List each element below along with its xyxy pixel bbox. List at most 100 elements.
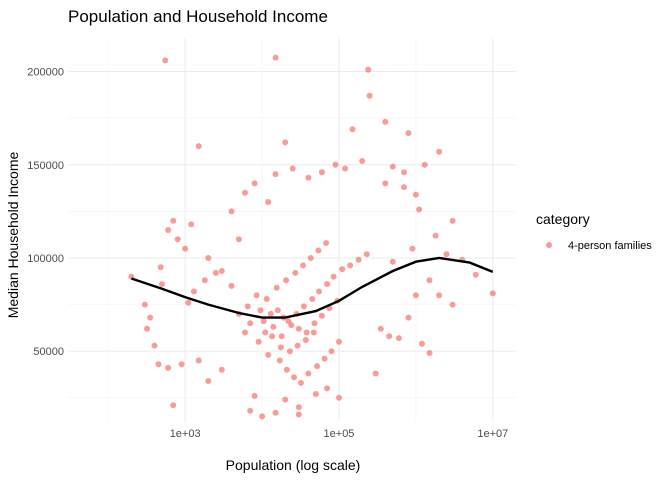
data-point [382,118,389,125]
data-point [395,335,402,342]
data-point [300,303,307,310]
data-point [328,348,335,355]
data-point [235,236,242,243]
data-point [292,269,299,276]
data-point [251,180,258,187]
data-point [314,363,321,370]
y-tick-label: 100000 [27,253,64,265]
x-axis-ticks: 1e+03 1e+05 1e+07 [170,428,509,440]
data-point [366,92,373,99]
y-tick-label: 200000 [27,67,64,79]
data-point [212,269,219,276]
data-point [315,247,322,254]
data-point [432,232,439,239]
data-point [412,292,419,299]
data-point [305,370,312,377]
y-tick-label: 150000 [27,160,64,172]
data-point [282,396,289,403]
data-point [242,189,248,196]
data-point [365,66,372,73]
data-point [412,191,419,198]
data-point [382,180,389,187]
legend-title: category [536,211,590,227]
data-point [259,413,266,420]
data-point [283,366,290,373]
data-point [336,338,342,345]
data-point [294,342,301,349]
data-point [155,361,162,368]
data-point [409,245,416,252]
data-point [170,402,177,409]
data-point [342,165,349,172]
data-point [323,240,330,246]
data-point [165,364,172,371]
data-point [309,296,316,302]
data-point [272,409,279,416]
data-point [316,288,322,295]
data-point [449,301,456,308]
data-point [436,292,443,299]
grid [68,38,516,422]
data-point [426,350,433,356]
data-point [416,206,423,213]
data-point [347,262,354,269]
data-point [190,288,197,295]
x-tick-label: 1e+05 [324,428,355,440]
x-tick-label: 1e+03 [170,428,201,440]
data-point [228,208,235,215]
data-point [295,404,302,411]
data-point [332,161,339,168]
y-tick-label: 50000 [33,346,64,358]
y-axis-ticks: 50000 100000 150000 200000 [27,67,64,359]
data-point [291,374,297,381]
data-point [201,277,208,284]
data-point [286,348,293,355]
data-point [311,320,318,327]
data-point [472,271,479,278]
data-point [386,333,393,340]
data-point [170,217,177,224]
data-point [300,262,306,269]
data-point [436,148,443,155]
data-point [324,385,331,392]
data-point [312,391,319,397]
data-point [182,245,189,252]
data-point [330,273,337,280]
x-tick-label: 1e+07 [477,428,508,440]
data-point [253,292,260,299]
data-point [419,340,425,347]
data-point [265,351,272,358]
data-point [272,54,279,61]
data-point [489,290,496,297]
data-point [449,217,456,224]
points-layer [128,54,496,420]
data-point [269,333,276,340]
data-point [188,221,195,228]
data-point [162,57,169,64]
data-point [336,394,342,401]
data-point [405,130,412,137]
data-point [401,184,407,191]
data-point [443,251,450,258]
data-point [277,344,284,351]
data-point [242,329,248,336]
legend: category 4-person families [536,211,652,252]
data-point [303,329,310,336]
chart-title: Population and Household Income [68,7,328,26]
y-axis-title: Median Household Income [5,152,21,319]
data-point [251,392,258,399]
data-point [262,329,269,336]
data-point [247,320,254,327]
data-point [421,161,428,168]
data-point [295,411,302,418]
data-point [141,301,148,308]
data-point [273,284,280,291]
data-point [389,258,396,265]
data-point [174,236,181,243]
data-point [288,322,295,329]
data-point [310,329,317,336]
data-point [257,307,264,314]
data-point [159,281,165,288]
data-point [228,282,235,289]
data-point [377,325,384,332]
